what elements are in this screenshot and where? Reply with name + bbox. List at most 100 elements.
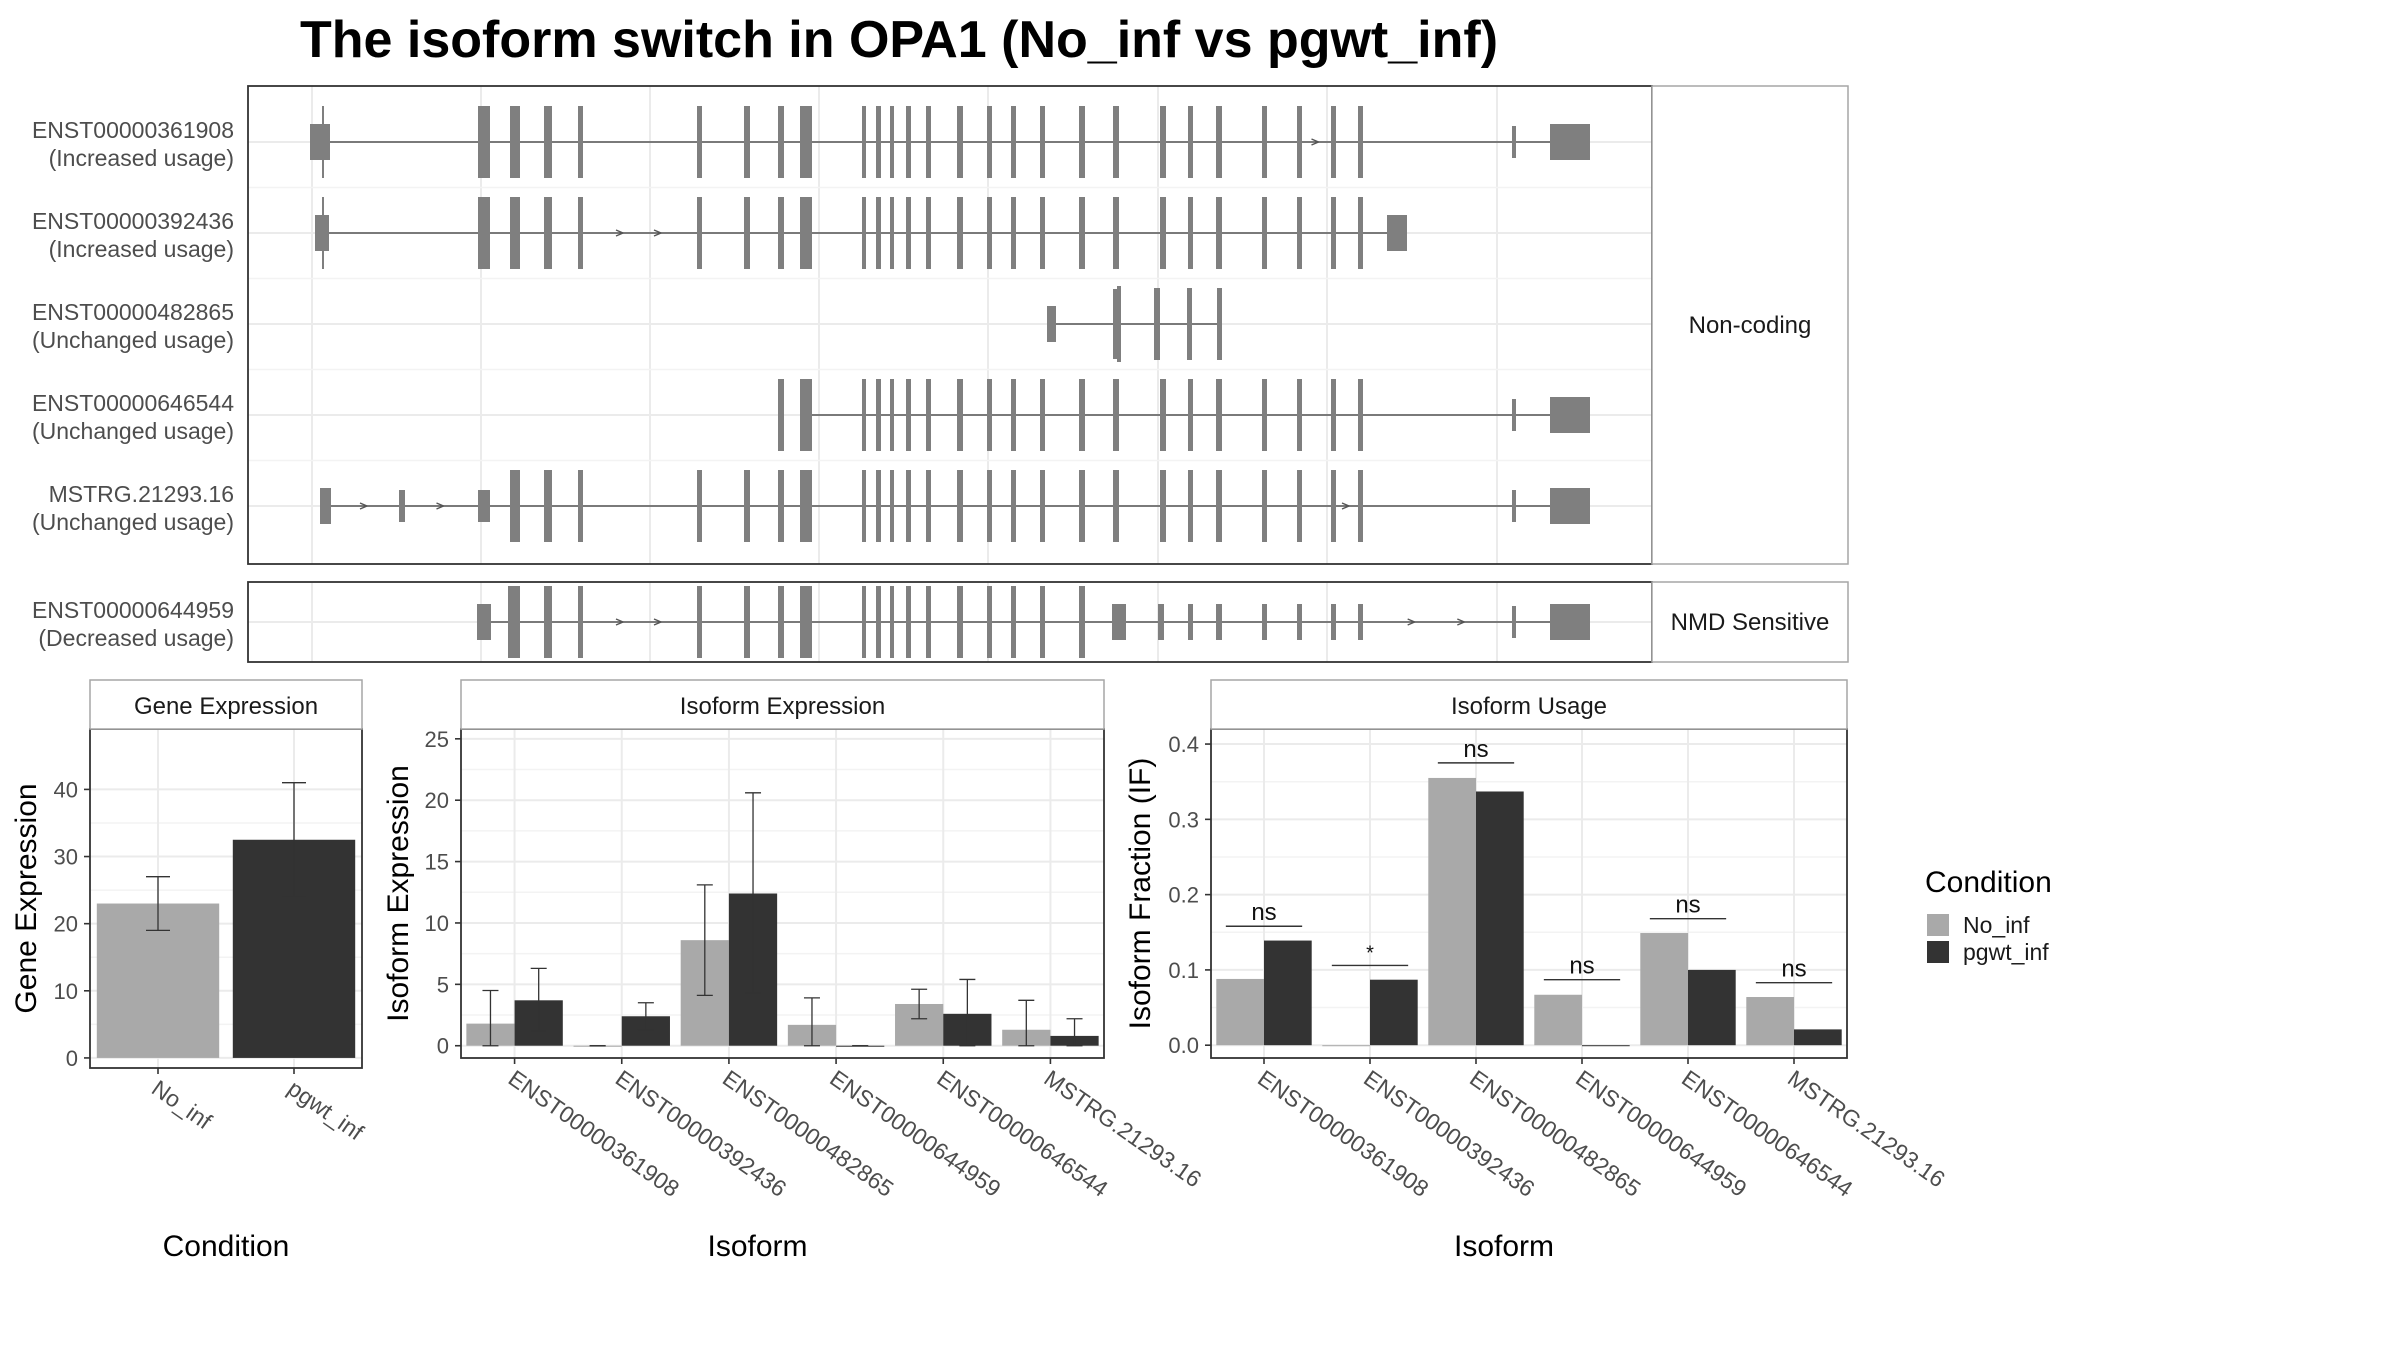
chart-title-strip bbox=[460, 679, 1105, 730]
significance-label: * bbox=[1366, 942, 1374, 964]
structure-facet-strip bbox=[1651, 581, 1849, 663]
strand-arrow bbox=[615, 618, 625, 626]
usage-change-label: (Decreased usage) bbox=[38, 625, 234, 651]
exon bbox=[987, 106, 992, 178]
exon bbox=[1113, 106, 1119, 178]
x-tick-label: ENST00000644959 bbox=[825, 1065, 1005, 1202]
bar-pgwt-inf bbox=[1264, 940, 1312, 1046]
strand-arrow bbox=[653, 618, 663, 626]
bar-no-inf bbox=[1746, 997, 1794, 1046]
exon bbox=[510, 197, 520, 269]
exon bbox=[1079, 197, 1085, 269]
chart-title-strip bbox=[1210, 679, 1848, 730]
exon bbox=[477, 604, 491, 640]
exon bbox=[744, 197, 750, 269]
exon bbox=[987, 379, 992, 451]
chart-0: 0 10 20 30 40 No_inf pgwt_inf Gene Expression Ge… bbox=[10, 679, 369, 1263]
exon bbox=[1011, 197, 1016, 269]
x-tick-label: ENST00000361908 bbox=[1253, 1065, 1433, 1202]
exon bbox=[906, 379, 911, 451]
exon bbox=[1188, 379, 1193, 451]
exon bbox=[926, 106, 931, 178]
y-tick-label: 10 bbox=[425, 911, 449, 936]
exon bbox=[890, 106, 894, 178]
bar-pgwt-inf bbox=[1582, 1045, 1630, 1047]
exon bbox=[1297, 379, 1302, 451]
exon bbox=[310, 124, 330, 160]
legend-title: Condition bbox=[1925, 866, 2052, 899]
exon bbox=[1262, 197, 1267, 269]
exon bbox=[987, 470, 992, 542]
exon bbox=[697, 586, 702, 658]
exon bbox=[1262, 470, 1267, 542]
exon bbox=[1550, 397, 1590, 433]
y-tick-label: 0.1 bbox=[1168, 958, 1199, 983]
exon bbox=[926, 379, 931, 451]
exon bbox=[1188, 197, 1193, 269]
y-axis-title: Isoform Fraction (IF) bbox=[1124, 758, 1157, 1030]
exon bbox=[544, 586, 552, 658]
chart-2: 0.0 0.1 0.2 0.3 0.4 ns * ns ns ns ns ENST0000036190… bbox=[1124, 679, 1950, 1263]
exon bbox=[1216, 470, 1222, 542]
exon bbox=[890, 470, 894, 542]
exon bbox=[1387, 215, 1407, 251]
exon bbox=[906, 106, 911, 178]
transcript-id-label: ENST00000361908 bbox=[32, 117, 234, 143]
exon bbox=[1331, 604, 1336, 640]
y-tick-label: 20 bbox=[425, 788, 449, 813]
y-tick-label: 0.2 bbox=[1168, 883, 1199, 908]
bar-no-inf bbox=[1322, 1045, 1370, 1047]
exon bbox=[1331, 470, 1336, 542]
strand-arrow bbox=[1341, 502, 1351, 510]
bar-pgwt-inf bbox=[1476, 791, 1524, 1046]
exon bbox=[906, 586, 911, 658]
exon bbox=[322, 106, 324, 178]
exon bbox=[1113, 197, 1119, 269]
exon bbox=[778, 106, 784, 178]
exon bbox=[478, 490, 490, 522]
exon bbox=[1040, 586, 1045, 658]
bar-no-inf bbox=[1534, 994, 1582, 1046]
y-tick-label: 5 bbox=[437, 972, 449, 997]
exon bbox=[1512, 126, 1516, 158]
exon bbox=[1079, 106, 1085, 178]
exon bbox=[862, 197, 866, 269]
exon bbox=[1297, 604, 1302, 640]
exon bbox=[1160, 106, 1166, 178]
exon bbox=[1262, 106, 1267, 178]
significance-label: ns bbox=[1781, 956, 1806, 983]
exon bbox=[744, 106, 750, 178]
strand-arrow bbox=[615, 229, 625, 237]
x-tick-label: ENST00000646544 bbox=[932, 1065, 1113, 1202]
x-tick-label: ENST00000646544 bbox=[1677, 1065, 1858, 1202]
exon bbox=[1512, 490, 1516, 522]
strand-arrow bbox=[436, 502, 446, 510]
exon bbox=[957, 586, 963, 658]
transcript-id-label: ENST00000482865 bbox=[32, 299, 234, 325]
exon bbox=[1358, 379, 1363, 451]
legend-swatch bbox=[1927, 941, 1949, 963]
x-axis-title: Isoform bbox=[707, 1230, 807, 1263]
exon bbox=[778, 470, 784, 542]
significance-label: ns bbox=[1675, 892, 1700, 919]
exon bbox=[1550, 124, 1590, 160]
usage-change-label: (Unchanged usage) bbox=[32, 418, 234, 444]
exon bbox=[800, 470, 812, 542]
exon bbox=[876, 197, 881, 269]
exon bbox=[1297, 197, 1302, 269]
exon bbox=[1047, 306, 1056, 342]
plot-background bbox=[461, 729, 1104, 1058]
exon bbox=[1117, 286, 1121, 362]
exon bbox=[578, 197, 583, 269]
exon bbox=[320, 488, 331, 524]
exon bbox=[1079, 379, 1085, 451]
strand-arrow bbox=[653, 229, 663, 237]
x-tick-label: ENST00000644959 bbox=[1571, 1065, 1751, 1202]
strand-arrow bbox=[1407, 618, 1417, 626]
exon bbox=[578, 106, 583, 178]
exon bbox=[1216, 379, 1222, 451]
exon bbox=[906, 197, 911, 269]
strand-arrow bbox=[1311, 138, 1321, 146]
y-tick-label: 40 bbox=[54, 777, 78, 802]
exon bbox=[1154, 288, 1160, 360]
